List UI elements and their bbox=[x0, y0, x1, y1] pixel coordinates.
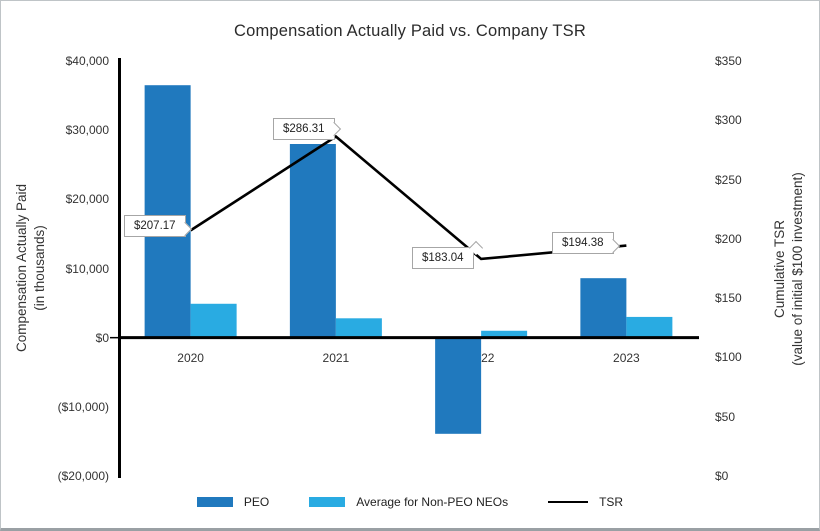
bar-non-peo-2020 bbox=[190, 303, 237, 338]
right-axis-tick-label: $150 bbox=[715, 291, 742, 306]
peo-series-swatch-icon bbox=[196, 497, 233, 507]
bar-peo-2022 bbox=[435, 337, 482, 434]
x-axis-label-2020: 2020 bbox=[177, 351, 204, 365]
right-axis-tick-label: $0 bbox=[715, 469, 729, 483]
legend-item-non-peo-neos: Average for Non-PEO NEOs bbox=[309, 495, 508, 509]
right-axis-tick-label: $350 bbox=[715, 54, 742, 68]
left-axis-tick-label: $30,000 bbox=[65, 123, 109, 138]
legend-label-non-peo-neos: Average for Non-PEO NEOs bbox=[356, 495, 509, 509]
tsr-callout-2022: $183.04 bbox=[412, 240, 484, 269]
tsr-callout-2020: $207.17 bbox=[124, 215, 193, 237]
bar-peo-2021 bbox=[289, 144, 336, 338]
bar-peo-2020 bbox=[144, 85, 191, 338]
left-axis-tick-label: $10,000 bbox=[65, 261, 109, 276]
left-axis-tick-label: $20,000 bbox=[65, 192, 109, 207]
right-axis-tick-label: $50 bbox=[715, 409, 736, 424]
legend-label-tsr: TSR bbox=[599, 495, 624, 509]
left-axis-tick-label: ($10,000) bbox=[57, 399, 109, 414]
right-axis-tick-label: $200 bbox=[715, 231, 742, 246]
tsr-line-swatch-icon bbox=[548, 500, 589, 504]
right-axis-tick-label: $100 bbox=[715, 350, 742, 365]
bar-non-peo-2022 bbox=[481, 330, 528, 338]
legend-label-peo: PEO bbox=[243, 495, 270, 509]
tsr-callout-2023-value: $194.38 bbox=[562, 237, 604, 249]
tsr-callout-2020-value: $207.17 bbox=[134, 220, 176, 232]
left-axis-tick-label: ($20,000) bbox=[57, 469, 109, 483]
x-axis-label-2021: 2021 bbox=[322, 351, 350, 365]
non-peo-series-swatch-icon bbox=[309, 497, 346, 507]
chart-legend: PEO Average for Non-PEO NEOs TSR bbox=[1, 495, 819, 509]
legend-item-peo: PEO bbox=[196, 495, 270, 509]
tsr-callout-2021: $286.31 bbox=[273, 118, 342, 140]
bar-non-peo-2023 bbox=[626, 316, 673, 338]
tsr-callout-2021-value: $286.31 bbox=[283, 123, 325, 135]
left-axis-tick-label: $40,000 bbox=[65, 54, 109, 68]
right-axis-tick-label: $250 bbox=[715, 172, 742, 187]
tsr-callout-2022-value: $183.04 bbox=[422, 252, 464, 264]
bar-non-peo-2021 bbox=[335, 318, 382, 338]
legend-item-tsr: TSR bbox=[548, 495, 623, 509]
x-axis-label-2023: 2023 bbox=[613, 351, 640, 365]
right-axis-tick-label: $300 bbox=[715, 113, 742, 128]
bar-peo-2023 bbox=[580, 278, 627, 338]
chart-title: Compensation Actually Paid vs. Company T… bbox=[233, 22, 586, 40]
left-axis-tick-label: $0 bbox=[95, 330, 109, 345]
tsr-callout-2023: $194.38 bbox=[552, 232, 621, 254]
